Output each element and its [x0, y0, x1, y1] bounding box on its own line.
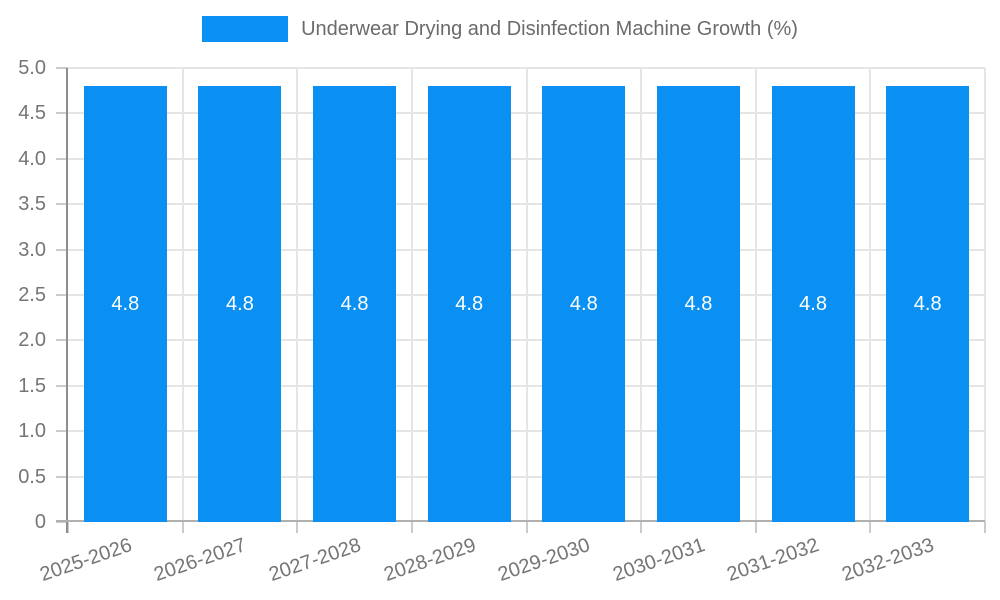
y-tick-mark: [56, 157, 68, 160]
x-tick-mark: [296, 522, 299, 533]
x-tick-mark: [984, 522, 986, 533]
y-tick-label: 3.0: [18, 238, 46, 261]
gridline-vertical: [754, 68, 757, 522]
y-tick-mark: [56, 521, 68, 523]
bar-value-label: 4.8: [569, 292, 598, 315]
y-tick-mark: [56, 339, 68, 342]
y-tick-label: 4.0: [18, 147, 46, 170]
bar-value-label: 4.8: [111, 292, 140, 315]
x-tick-mark: [181, 522, 184, 533]
x-tick-label: 2028-2029: [380, 534, 479, 586]
x-tick-mark: [869, 522, 872, 533]
x-tick-label: 2030-2031: [609, 534, 708, 586]
bar: 4.8: [83, 86, 167, 522]
bar: 4.8: [313, 86, 397, 522]
y-tick-mark: [56, 112, 68, 115]
gridline-vertical: [525, 68, 528, 522]
y-tick-label: 1.5: [18, 374, 46, 397]
y-tick-label: 3.5: [18, 193, 46, 216]
bar: 4.8: [198, 86, 282, 522]
y-tick-mark: [56, 430, 68, 433]
bar: 4.8: [542, 86, 626, 522]
y-tick-label: 4.5: [18, 102, 46, 125]
y-tick-label: 2.5: [18, 284, 46, 306]
bar-value-label: 4.8: [684, 292, 713, 315]
bar-value-label: 4.8: [799, 292, 827, 315]
gridline-vertical: [410, 68, 413, 522]
y-tick-label: 5.0: [18, 57, 46, 79]
y-axis-line: [66, 68, 68, 533]
x-tick-mark: [525, 522, 528, 533]
bar-value-label: 4.8: [340, 292, 369, 315]
x-tick-label: 2027-2028: [266, 534, 364, 586]
y-tick-label: 1.0: [18, 420, 46, 443]
gridline-vertical: [296, 68, 299, 522]
x-tick-label: 2031-2032: [724, 534, 823, 586]
legend-label: Underwear Drying and Disinfection Machin…: [301, 17, 798, 40]
x-tick-label: 2026-2027: [151, 534, 250, 586]
y-tick-mark: [56, 294, 68, 296]
bar-value-label: 4.8: [455, 292, 484, 315]
y-tick-mark: [56, 475, 68, 478]
bar: 4.8: [886, 86, 970, 522]
x-tick-label: 2025-2026: [36, 534, 135, 586]
gridline-vertical: [869, 68, 872, 522]
x-tick-label: 2032-2033: [839, 534, 937, 586]
y-tick-label: 0.5: [18, 465, 46, 488]
bar-value-label: 4.8: [913, 292, 942, 315]
bar: 4.8: [427, 86, 511, 522]
legend-swatch: [202, 16, 289, 42]
x-tick-mark: [67, 522, 69, 533]
y-tick-mark: [56, 67, 68, 69]
x-tick-mark: [410, 522, 413, 533]
y-tick-label: 0: [34, 511, 46, 533]
x-tick-label: 2029-2030: [495, 534, 593, 586]
bar: 4.8: [656, 86, 740, 522]
bar-value-label: 4.8: [226, 292, 254, 315]
y-tick-mark: [56, 248, 68, 251]
y-tick-label: 2.0: [18, 329, 46, 352]
gridline-vertical: [181, 68, 184, 522]
gridline-vertical: [640, 68, 643, 522]
x-tick-mark: [640, 522, 643, 533]
x-axis-line: [56, 520, 985, 522]
y-tick-mark: [56, 384, 68, 387]
bar: 4.8: [771, 86, 855, 522]
x-tick-mark: [754, 522, 757, 533]
y-tick-mark: [56, 203, 68, 206]
legend: Underwear Drying and Disinfection Machin…: [0, 16, 1000, 42]
gridline-vertical: [984, 68, 986, 522]
